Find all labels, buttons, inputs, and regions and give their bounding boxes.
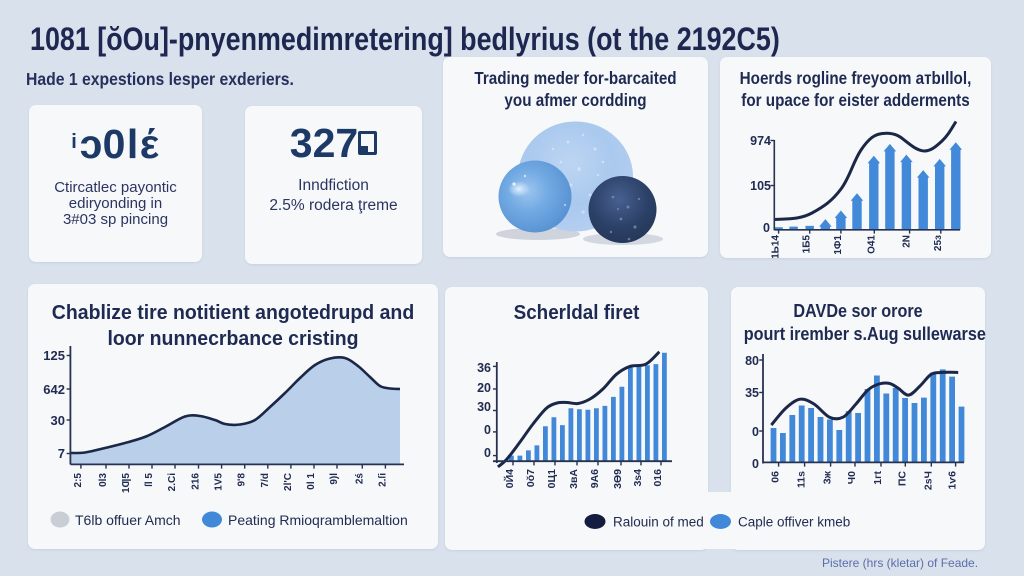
svg-text:3ѕ4: 3ѕ4	[632, 469, 644, 487]
svg-text:11ѕ: 11ѕ	[796, 471, 808, 488]
svg-text:1ѵ6: 1ѵ6	[947, 471, 959, 490]
svg-text:2.Ci: 2.Ci	[167, 473, 178, 492]
svg-text:Ralouin of med: Ralouin of med	[613, 515, 704, 530]
svg-text:1гt: 1гt	[872, 471, 884, 485]
svg-text:2N: 2N	[902, 235, 913, 248]
svg-text:2ѕЧ: 2ѕЧ	[922, 471, 934, 490]
svg-text:0: 0	[763, 221, 770, 235]
svg-text:1Ƣ5: 1Ƣ5	[121, 473, 132, 493]
svg-text:016: 016	[652, 469, 664, 487]
svg-text:7: 7	[58, 446, 65, 461]
svg-text:642: 642	[43, 382, 65, 397]
svg-text:2.ſi: 2.ſi	[377, 473, 388, 487]
svg-text:3ж: 3ж	[822, 470, 834, 484]
svg-text:125: 125	[43, 348, 65, 363]
svg-text:Ч0: Ч0	[846, 471, 858, 484]
svg-text:974: 974	[750, 134, 771, 148]
svg-text:30: 30	[477, 400, 491, 414]
svg-text:9'8: 9'8	[237, 473, 248, 487]
svg-text:0: 0	[484, 446, 491, 460]
svg-text:0: 0	[752, 457, 759, 471]
svg-text:105: 105	[750, 179, 771, 193]
svg-text:20: 20	[477, 381, 491, 395]
svg-text:0Й4: 0Й4	[503, 469, 516, 488]
svg-text:Peating Rmioqramblemaltion: Peating Rmioqramblemaltion	[228, 512, 408, 528]
svg-text:7/d: 7/d	[260, 473, 271, 487]
svg-text:06: 06	[770, 471, 782, 483]
svg-text:36: 36	[477, 361, 491, 375]
svg-text:0Ц1: 0Ц1	[546, 469, 558, 489]
svg-text:25з: 25з	[933, 235, 944, 251]
svg-text:216: 216	[191, 473, 202, 490]
svg-text:0l 1: 0l 1	[306, 473, 317, 490]
svg-text:2:5: 2:5	[73, 473, 84, 488]
svg-text:0: 0	[752, 425, 759, 439]
svg-text:3вА: 3вА	[568, 469, 580, 489]
svg-text:2l'C: 2l'C	[283, 473, 294, 491]
svg-text:0l3: 0l3	[98, 473, 109, 487]
svg-text:T6lb offuer Amch: T6lb offuer Amch	[75, 512, 181, 528]
svg-text:9А6: 9А6	[589, 469, 601, 488]
svg-text:О41: О41	[866, 235, 877, 254]
svg-text:1Б5: 1Б5	[802, 235, 813, 254]
svg-text:0: 0	[484, 423, 491, 437]
svg-text:3Ɵ9: 3Ɵ9	[612, 469, 624, 489]
svg-text:30: 30	[51, 413, 65, 428]
svg-text:ſl 5: ſl 5	[144, 473, 155, 487]
svg-text:Caple offiver kmeb: Caple offiver kmeb	[738, 515, 850, 530]
svg-text:80: 80	[745, 354, 759, 368]
svg-text:1Ь14: 1Ь14	[771, 235, 782, 258]
svg-text:35: 35	[745, 386, 759, 400]
svg-text:9)l: 9)l	[329, 473, 340, 485]
svg-text:1Ф1: 1Ф1	[833, 235, 844, 255]
svg-text:1V5: 1V5	[214, 473, 225, 491]
svg-text:0ŏ7: 0ŏ7	[525, 469, 537, 487]
svg-text:ПС: ПС	[896, 471, 908, 487]
svg-text:2ś: 2ś	[354, 473, 365, 485]
